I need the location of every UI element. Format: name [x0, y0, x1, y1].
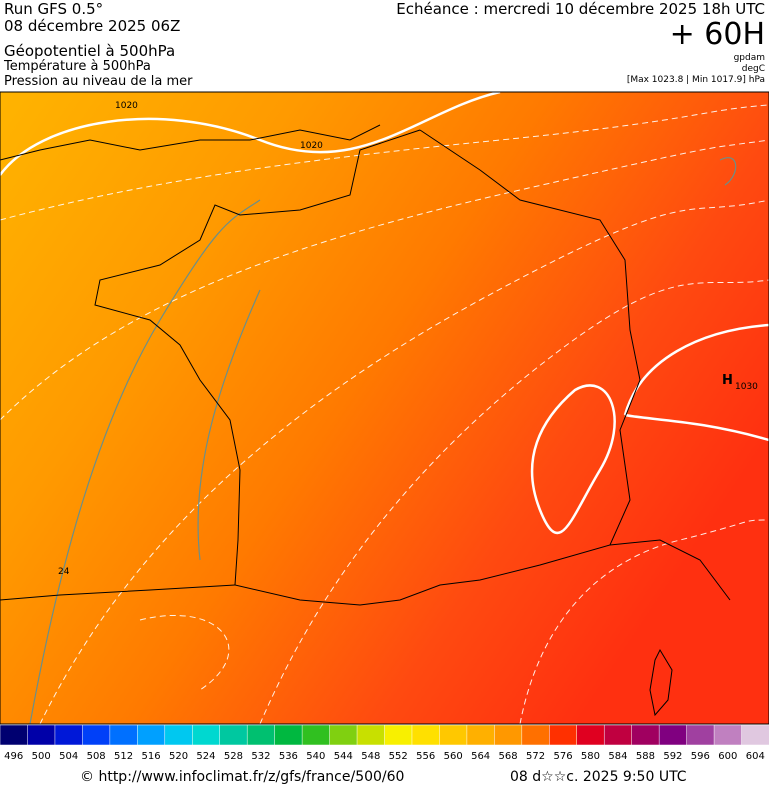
color-swatch [411, 724, 441, 746]
color-swatch [109, 724, 139, 746]
footer-stamp: 08 d☆☆c. 2025 9:50 UTC [510, 769, 687, 785]
colorbar-label: 592 [663, 751, 682, 762]
map: 1020 1020 1030 24 H [0, 92, 769, 724]
color-swatch [54, 724, 84, 746]
colorbar-label: 576 [553, 751, 572, 762]
geopotential-contours [0, 104, 769, 724]
colorbar-label: 584 [608, 751, 627, 762]
colorbar-label: 572 [526, 751, 545, 762]
color-swatch [549, 724, 578, 746]
colorbar-label: 564 [471, 751, 490, 762]
unit: gpdam [734, 53, 765, 63]
colorbar: 496 500 504 508 512 516 520 524 528 532 536 540 544 5… [0, 724, 769, 762]
map-frame [0, 91, 769, 725]
color-swatch [713, 724, 743, 746]
run-date: 08 décembre 2025 06Z [4, 17, 180, 35]
color-swatch [137, 724, 166, 746]
colorbar-label: 552 [389, 751, 408, 762]
pressure-range: [Max 1023.8 | Min 1017.9] hPa [627, 75, 765, 85]
isobars [0, 92, 769, 535]
color-swatch [741, 724, 769, 746]
color-swatch [301, 724, 331, 746]
field: Géopotentiel à 500hPa [4, 42, 175, 60]
high-marker: H [722, 373, 733, 388]
colorbar-label: 536 [279, 751, 298, 762]
colorbar-label: 532 [251, 751, 270, 762]
colorbar-label: 596 [691, 751, 710, 762]
color-swatch [329, 724, 358, 746]
footer-url: © http://www.infoclimat.fr/z/gfs/france/… [80, 769, 404, 785]
color-swatch [384, 724, 413, 746]
colorbar-label: 560 [444, 751, 463, 762]
color-swatch [631, 724, 660, 746]
colorbar-label: 548 [361, 751, 380, 762]
color-swatch [82, 724, 111, 746]
isotherm-label: 24 [58, 567, 70, 577]
color-swatch [356, 724, 386, 746]
map-labels: 1020 1020 1030 24 H [58, 101, 758, 577]
colorbar-label: 540 [306, 751, 325, 762]
colorbar-label: 512 [114, 751, 133, 762]
color-swatch [27, 724, 56, 746]
colorbar-label: 600 [718, 751, 737, 762]
color-swatch [576, 724, 605, 746]
color-swatch [246, 724, 276, 746]
colorbar-label: 520 [169, 751, 188, 762]
field: Température à 500hPa [3, 59, 151, 74]
color-swatch [219, 724, 248, 746]
colorbar-label: 544 [334, 751, 353, 762]
colorbar-label: 528 [224, 751, 243, 762]
color-swatch [274, 724, 303, 746]
isobar-label: 1030 [735, 382, 758, 392]
isotherms [29, 157, 737, 724]
colorbar-label: 580 [581, 751, 600, 762]
color-swatch [603, 724, 633, 746]
isobar-label: 1020 [115, 101, 138, 111]
color-swatch [466, 724, 496, 746]
lead-time: + 60H [670, 17, 765, 52]
color-swatch [192, 724, 221, 746]
colorbar-label: 500 [32, 751, 51, 762]
color-swatch [439, 724, 468, 746]
colorbar-label: 556 [416, 751, 435, 762]
color-swatch [658, 724, 688, 746]
field: Pression au niveau de la mer [4, 74, 193, 89]
colorbar-label: 516 [142, 751, 161, 762]
run: Run GFS 0.5° [4, 0, 103, 18]
colorbar-label: 568 [499, 751, 518, 762]
color-swatch [0, 724, 29, 746]
color-swatch [164, 724, 194, 746]
echeance: Echéance : mercredi 10 décembre 2025 18h… [396, 0, 765, 18]
coastline [0, 124, 731, 717]
unit: degC [742, 64, 765, 74]
color-swatch [686, 724, 715, 746]
temperature-field [0, 92, 769, 724]
colorbar-label: 508 [87, 751, 106, 762]
colorbar-label: 604 [746, 751, 765, 762]
colorbar-label: 524 [196, 751, 215, 762]
color-swatch [521, 724, 551, 746]
colorbar-label: 496 [4, 751, 23, 762]
colorbar-label: 588 [636, 751, 655, 762]
colorbar-label: 504 [59, 751, 78, 762]
color-swatch [494, 724, 523, 746]
isobar-label: 1020 [300, 141, 323, 151]
